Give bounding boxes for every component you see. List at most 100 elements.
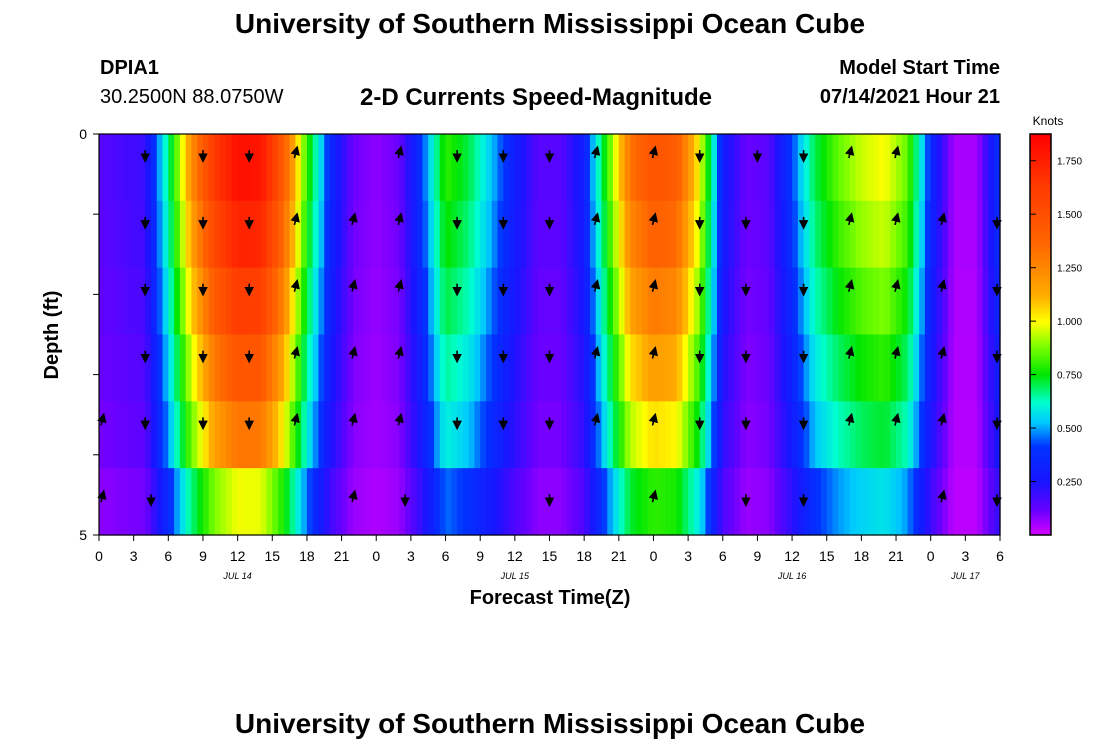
heatmap-cell (682, 134, 689, 202)
y-tick-label: 0 (79, 126, 87, 142)
heatmap-cell (693, 200, 701, 269)
heatmap-cell (948, 267, 955, 336)
heatmap-cell (445, 401, 452, 469)
heatmap-cell (428, 334, 435, 402)
heatmap-cell (410, 267, 418, 336)
heatmap-cell (312, 334, 320, 402)
heatmap-cell (145, 267, 152, 336)
heatmap-cell (994, 134, 1001, 202)
heatmap-cell (133, 468, 141, 536)
heatmap-cell (971, 200, 978, 269)
heatmap-cell (618, 134, 626, 202)
heatmap-cell (613, 134, 620, 202)
x-tick-label: 9 (199, 548, 207, 564)
heatmap-cell (826, 468, 834, 536)
heatmap-cell (416, 267, 424, 336)
heatmap-cell (832, 200, 839, 269)
heatmap-cell (757, 267, 764, 336)
heatmap-cell (607, 334, 614, 402)
heatmap-cell (820, 267, 828, 336)
heatmap-cell (295, 468, 302, 536)
heatmap-cell (994, 401, 1001, 469)
heatmap-cell (485, 468, 493, 536)
heatmap-cell (665, 334, 672, 402)
heatmap-cell (919, 200, 926, 269)
x-tick-label: 3 (684, 548, 692, 564)
heatmap-cell (699, 134, 707, 202)
heatmap-cell (924, 334, 932, 402)
x-tick-label: 3 (961, 548, 969, 564)
heatmap-cell (855, 200, 862, 269)
heatmap-cell (399, 134, 406, 202)
heatmap-cell (613, 334, 620, 402)
heatmap-cell (514, 267, 522, 336)
heatmap-cell (641, 334, 649, 402)
heatmap-cell (601, 200, 608, 269)
heatmap-cell (988, 401, 995, 469)
heatmap-cell (520, 134, 527, 202)
heatmap-cell (347, 267, 354, 336)
heatmap-cell (774, 134, 782, 202)
heatmap-cell (335, 401, 343, 469)
heatmap-cell (145, 134, 152, 202)
heatmap-cell (122, 468, 129, 536)
heatmap-cell (249, 267, 256, 336)
heatmap-cell (693, 267, 701, 336)
heatmap-cell (953, 334, 961, 402)
heatmap-cell (491, 200, 499, 269)
heatmap-cell (162, 468, 169, 536)
heatmap-cell (953, 267, 961, 336)
heatmap-cell (445, 200, 452, 269)
heatmap-cell (145, 334, 152, 402)
heatmap-cell (306, 267, 314, 336)
heatmap-cell (179, 468, 187, 536)
heatmap-cell (734, 401, 741, 469)
heatmap-cell (260, 401, 268, 469)
heatmap-cell (820, 200, 828, 269)
heatmap-cell (272, 134, 279, 202)
heatmap-cell (601, 134, 608, 202)
heatmap-cell (555, 267, 562, 336)
colorbar-tick-label: 1.750 (1057, 157, 1082, 168)
heatmap-cell (260, 134, 268, 202)
heatmap-cell (665, 468, 672, 536)
heatmap-cell (896, 200, 903, 269)
heatmap-cell (595, 401, 603, 469)
heatmap-cell (561, 200, 568, 269)
heatmap-cell (930, 200, 938, 269)
heatmap-cell (104, 134, 112, 202)
heatmap-cell (509, 468, 516, 536)
heatmap-cell (653, 334, 660, 402)
current-arrow (844, 345, 855, 359)
heatmap-cell (578, 267, 585, 336)
heatmap-cell (705, 334, 712, 402)
heatmap-cell (994, 267, 1001, 336)
heatmap-cell (595, 134, 603, 202)
heatmap-cell (162, 134, 169, 202)
heatmap-cell (924, 401, 932, 469)
heatmap-cell (584, 267, 591, 336)
heatmap-cell (480, 401, 487, 469)
heatmap-cell (549, 200, 556, 269)
heatmap-cell (994, 200, 1001, 269)
heatmap-cell (358, 401, 366, 469)
heatmap-cell (838, 267, 845, 336)
heatmap-cell (855, 401, 862, 469)
heatmap-cell (399, 334, 406, 402)
heatmap-cell (745, 134, 753, 202)
current-direction-arrows (97, 145, 1002, 508)
heatmap-cell (278, 267, 285, 336)
heatmap-cell (601, 267, 608, 336)
heatmap-cell (653, 468, 660, 536)
heatmap-cell (503, 334, 510, 402)
heatmap-cell (312, 468, 320, 536)
heatmap-cell (301, 267, 308, 336)
heatmap-cell (751, 267, 759, 336)
heatmap-cell (630, 134, 637, 202)
heatmap-cell (520, 200, 527, 269)
heatmap-cell (301, 401, 308, 469)
heatmap-cell (896, 468, 903, 536)
heatmap-cell (636, 334, 643, 402)
heatmap-cell (254, 401, 262, 469)
heatmap-cell (150, 134, 158, 202)
